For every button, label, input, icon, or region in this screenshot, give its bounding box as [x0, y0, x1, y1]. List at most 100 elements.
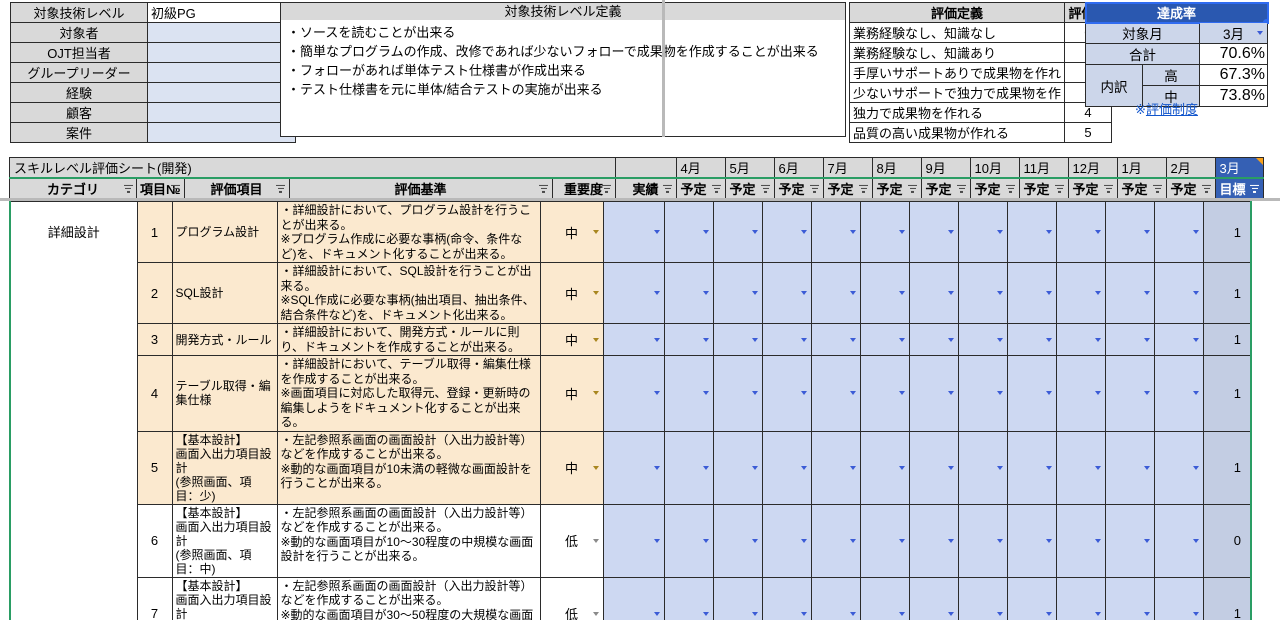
dropdown-arrow-icon[interactable]: [800, 291, 807, 295]
goal-cell[interactable]: 1: [1202, 201, 1252, 263]
dropdown-arrow-icon[interactable]: [849, 337, 856, 342]
plan-select[interactable]: [908, 355, 959, 432]
dropdown-arrow-icon[interactable]: [849, 465, 856, 470]
plan-select[interactable]: [1055, 355, 1106, 432]
plan-select[interactable]: [1055, 503, 1106, 578]
plan-select[interactable]: [1006, 576, 1057, 620]
dropdown-arrow-icon[interactable]: [1143, 465, 1150, 470]
plan-select[interactable]: [1006, 262, 1057, 324]
dropdown-arrow-icon[interactable]: [592, 291, 599, 295]
plan-select[interactable]: [908, 323, 959, 356]
plan-select[interactable]: [712, 201, 763, 263]
plan-select[interactable]: [908, 262, 959, 324]
importance-select[interactable]: 低: [539, 576, 604, 620]
plan-select[interactable]: [761, 430, 812, 505]
profile-value-cell[interactable]: [147, 62, 296, 83]
filter-icon[interactable]: [761, 184, 771, 193]
dropdown-arrow-icon[interactable]: [1143, 538, 1150, 543]
dropdown-arrow-icon[interactable]: [996, 538, 1003, 543]
dropdown-arrow-icon[interactable]: [996, 337, 1003, 342]
plan-select[interactable]: [1006, 503, 1057, 578]
dropdown-arrow-icon[interactable]: [653, 337, 660, 342]
dropdown-arrow-icon[interactable]: [947, 611, 954, 616]
col-header-plan[interactable]: 予定: [969, 177, 1020, 200]
dropdown-arrow-icon[interactable]: [1143, 291, 1150, 295]
plan-select[interactable]: [1006, 201, 1057, 263]
goal-cell[interactable]: 1: [1202, 262, 1252, 324]
profile-value-cell[interactable]: [147, 122, 296, 143]
plan-select[interactable]: [663, 430, 714, 505]
plan-select[interactable]: [1153, 576, 1204, 620]
plan-select[interactable]: [1153, 355, 1204, 432]
dropdown-arrow-icon[interactable]: [898, 611, 905, 616]
plan-select[interactable]: [712, 355, 763, 432]
col-header-plan[interactable]: 予定: [920, 177, 971, 200]
plan-select[interactable]: [712, 262, 763, 324]
dropdown-arrow-icon[interactable]: [947, 538, 954, 543]
dropdown-arrow-icon[interactable]: [1192, 391, 1199, 396]
filter-icon[interactable]: [1104, 184, 1114, 193]
dropdown-arrow-icon[interactable]: [996, 291, 1003, 295]
dropdown-arrow-icon[interactable]: [1192, 337, 1199, 342]
profile-value-cell[interactable]: 初級PG: [147, 2, 296, 23]
plan-select[interactable]: [761, 262, 812, 324]
plan-select[interactable]: [761, 355, 812, 432]
plan-select[interactable]: [761, 201, 812, 263]
plan-select[interactable]: [1104, 576, 1155, 620]
dropdown-arrow-icon[interactable]: [592, 538, 599, 543]
filter-icon[interactable]: [1006, 184, 1016, 193]
plan-select[interactable]: [908, 503, 959, 578]
dropdown-arrow-icon[interactable]: [653, 291, 660, 295]
plan-select[interactable]: [859, 262, 910, 324]
importance-select[interactable]: 低: [539, 503, 604, 578]
plan-select[interactable]: [1153, 262, 1204, 324]
plan-select[interactable]: [1006, 323, 1057, 356]
dropdown-arrow-icon[interactable]: [849, 291, 856, 295]
plan-select[interactable]: [957, 430, 1008, 505]
dropdown-arrow-icon[interactable]: [1257, 31, 1263, 35]
importance-select[interactable]: 中: [539, 323, 604, 356]
dropdown-arrow-icon[interactable]: [898, 465, 905, 470]
actual-select[interactable]: [602, 323, 665, 356]
plan-select[interactable]: [1104, 430, 1155, 505]
dropdown-arrow-icon[interactable]: [702, 291, 709, 295]
plan-select[interactable]: [712, 323, 763, 356]
plan-select[interactable]: [1153, 323, 1204, 356]
plan-select[interactable]: [810, 262, 861, 324]
filter-icon[interactable]: [1202, 184, 1212, 193]
dropdown-arrow-icon[interactable]: [1045, 391, 1052, 396]
plan-select[interactable]: [663, 262, 714, 324]
plan-select[interactable]: [1006, 355, 1057, 432]
importance-select[interactable]: 中: [539, 201, 604, 263]
filter-icon[interactable]: [1250, 184, 1260, 193]
actual-select[interactable]: [602, 503, 665, 578]
plan-select[interactable]: [859, 430, 910, 505]
goal-cell[interactable]: 0: [1202, 503, 1252, 578]
dropdown-arrow-icon[interactable]: [1192, 611, 1199, 616]
actual-select[interactable]: [602, 355, 665, 432]
dropdown-arrow-icon[interactable]: [849, 611, 856, 616]
plan-select[interactable]: [1104, 262, 1155, 324]
filter-icon[interactable]: [1055, 184, 1065, 193]
plan-select[interactable]: [810, 323, 861, 356]
dropdown-arrow-icon[interactable]: [1094, 611, 1101, 616]
dropdown-arrow-icon[interactable]: [1143, 337, 1150, 342]
plan-select[interactable]: [712, 430, 763, 505]
plan-select[interactable]: [1153, 503, 1204, 578]
dropdown-arrow-icon[interactable]: [1045, 230, 1052, 234]
dropdown-arrow-icon[interactable]: [653, 465, 660, 470]
dropdown-arrow-icon[interactable]: [947, 465, 954, 470]
dropdown-arrow-icon[interactable]: [1143, 611, 1150, 616]
profile-value-cell[interactable]: [147, 42, 296, 63]
plan-select[interactable]: [957, 201, 1008, 263]
col-header-actual[interactable]: 実績: [614, 177, 677, 200]
col-header-plan[interactable]: 予定: [1018, 177, 1069, 200]
filter-icon[interactable]: [276, 184, 286, 193]
dropdown-arrow-icon[interactable]: [1143, 391, 1150, 396]
dropdown-arrow-icon[interactable]: [702, 538, 709, 543]
col-header-plan[interactable]: 予定: [675, 177, 726, 200]
col-header-no[interactable]: 項目№: [136, 177, 185, 200]
plan-select[interactable]: [859, 201, 910, 263]
plan-select[interactable]: [957, 355, 1008, 432]
dropdown-arrow-icon[interactable]: [1094, 291, 1101, 295]
